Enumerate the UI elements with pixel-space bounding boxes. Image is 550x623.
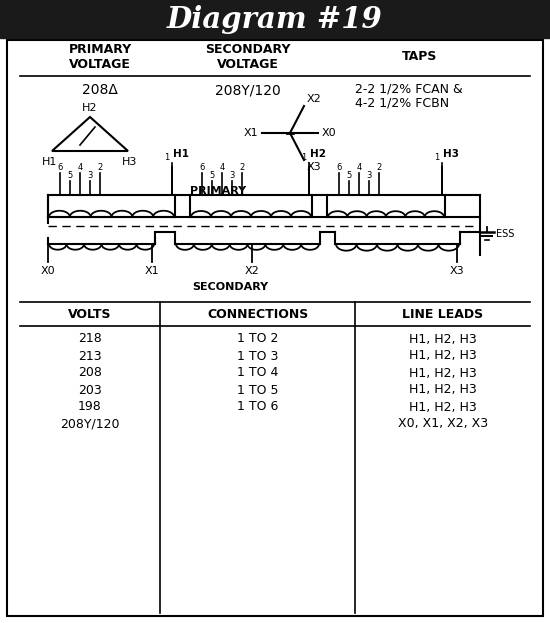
- Text: 5: 5: [346, 171, 351, 179]
- Text: X1: X1: [145, 266, 160, 276]
- Text: 6: 6: [57, 163, 63, 171]
- Text: H1: H1: [173, 149, 189, 159]
- Text: 1 TO 5: 1 TO 5: [237, 384, 279, 396]
- Text: SECONDARY
VOLTAGE: SECONDARY VOLTAGE: [205, 43, 291, 71]
- Text: 1: 1: [164, 153, 169, 162]
- Text: H3: H3: [443, 149, 459, 159]
- Bar: [0, 0, 550, 38]
- Text: SECONDARY: SECONDARY: [192, 282, 268, 292]
- Text: 1: 1: [301, 153, 307, 162]
- Text: H1: H1: [42, 157, 58, 167]
- Text: 208Y/120: 208Y/120: [60, 417, 120, 430]
- Text: H1, H2, H3: H1, H2, H3: [409, 350, 477, 363]
- Text: 208Δ: 208Δ: [82, 83, 118, 97]
- Text: 213: 213: [78, 350, 102, 363]
- Text: 6: 6: [199, 163, 205, 171]
- Text: ESS: ESS: [496, 229, 514, 239]
- Text: X2: X2: [307, 94, 322, 104]
- Text: 5: 5: [210, 171, 215, 179]
- Text: 203: 203: [78, 384, 102, 396]
- Text: 4: 4: [356, 163, 362, 171]
- Text: 4: 4: [78, 163, 82, 171]
- Text: H3: H3: [122, 157, 138, 167]
- Text: 208Y/120: 208Y/120: [215, 83, 281, 97]
- Text: 2: 2: [97, 163, 103, 171]
- Text: H1, H2, H3: H1, H2, H3: [409, 384, 477, 396]
- Text: 6: 6: [336, 163, 342, 171]
- Text: 4: 4: [219, 163, 224, 171]
- Text: H2: H2: [82, 103, 98, 113]
- Text: 5: 5: [67, 171, 73, 179]
- Text: 3: 3: [366, 171, 372, 179]
- Text: 3: 3: [87, 171, 93, 179]
- Text: X1: X1: [243, 128, 258, 138]
- Text: TAPS: TAPS: [402, 50, 438, 64]
- Text: H1, H2, H3: H1, H2, H3: [409, 401, 477, 414]
- Text: 1 TO 2: 1 TO 2: [237, 333, 279, 346]
- Text: 1 TO 4: 1 TO 4: [237, 366, 279, 379]
- Text: 218: 218: [78, 333, 102, 346]
- Text: 1 TO 3: 1 TO 3: [237, 350, 279, 363]
- Text: PRIMARY
VOLTAGE: PRIMARY VOLTAGE: [68, 43, 131, 71]
- Text: X0: X0: [322, 128, 337, 138]
- Text: 2-2 1/2% FCAN &
4-2 1/2% FCBN: 2-2 1/2% FCAN & 4-2 1/2% FCBN: [355, 82, 463, 110]
- Text: X0, X1, X2, X3: X0, X1, X2, X3: [398, 417, 488, 430]
- Text: 208: 208: [78, 366, 102, 379]
- Text: H1, H2, H3: H1, H2, H3: [409, 366, 477, 379]
- Text: 1 TO 6: 1 TO 6: [237, 401, 279, 414]
- Text: 2: 2: [239, 163, 245, 171]
- Text: PRIMARY: PRIMARY: [190, 186, 246, 196]
- Text: H2: H2: [310, 149, 326, 159]
- Text: X3: X3: [307, 162, 322, 172]
- Text: H1, H2, H3: H1, H2, H3: [409, 333, 477, 346]
- Text: X0: X0: [41, 266, 56, 276]
- Text: 3: 3: [229, 171, 235, 179]
- Text: VOLTS: VOLTS: [68, 308, 112, 321]
- Text: 198: 198: [78, 401, 102, 414]
- Text: 1: 1: [434, 153, 439, 162]
- Text: LINE LEADS: LINE LEADS: [403, 308, 483, 321]
- Text: CONNECTIONS: CONNECTIONS: [207, 308, 309, 321]
- Text: Diagram #19: Diagram #19: [167, 4, 383, 34]
- Text: X2: X2: [245, 266, 260, 276]
- Text: X3: X3: [450, 266, 464, 276]
- Text: 2: 2: [376, 163, 382, 171]
